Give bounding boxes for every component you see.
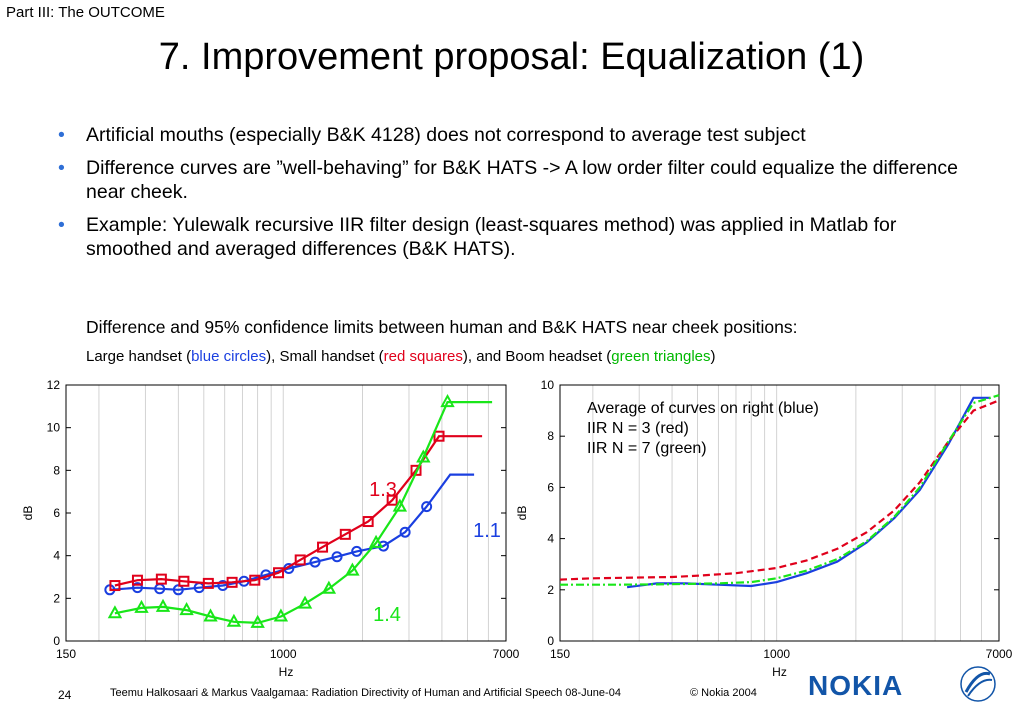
data-point-triangle — [392, 498, 408, 512]
nokia-logo: NOKIA — [808, 670, 904, 701]
y-tick-label: 2 — [53, 591, 60, 605]
legend-text: Average of curves on right (blue) — [587, 400, 819, 417]
data-point-square — [339, 528, 351, 540]
series-line-green — [114, 401, 493, 625]
data-point-square — [226, 576, 238, 588]
data-point-circle — [131, 582, 143, 594]
y-tick-label: 0 — [547, 634, 554, 648]
legend-text: IIR N = 7 (green) — [587, 440, 707, 457]
x-axis-label: Hz — [279, 665, 294, 679]
footer-copyright: © Nokia 2004 — [690, 687, 757, 699]
data-point-circle — [421, 501, 433, 513]
plot-frame — [559, 384, 1000, 642]
bullet-dot-icon: • — [58, 124, 65, 146]
y-tick-label: 12 — [47, 378, 61, 392]
data-point-square — [109, 580, 121, 592]
data-point-triangle — [134, 599, 149, 613]
data-point-circle — [309, 556, 321, 568]
data-point-square — [317, 541, 329, 553]
bullet-item: • Example: Yulewalk recursive IIR filter … — [58, 213, 978, 261]
data-point-triangle — [368, 534, 384, 548]
x-tick-label: 7000 — [493, 647, 520, 661]
bullet-dot-icon: • — [58, 157, 65, 179]
plot-frame — [65, 384, 507, 642]
data-point-triangle — [416, 449, 431, 463]
y-tick-label: 0 — [53, 634, 60, 648]
figure-subcaption: Large handset (blue circles), Small hand… — [86, 348, 716, 365]
y-tick-label: 10 — [541, 378, 555, 392]
y-tick-label: 4 — [53, 549, 60, 563]
y-axis-label: dB — [515, 506, 529, 521]
footer-authors: Teemu Halkosaari & Markus Vaalgamaa: Rad… — [110, 687, 621, 699]
data-point-triangle — [440, 393, 455, 408]
curve-annotation: 1.3 — [369, 479, 397, 501]
data-point-square — [155, 573, 167, 585]
data-point-circle — [331, 551, 343, 563]
caption-green-text: green triangles — [611, 348, 711, 365]
bullet-item: • Artificial mouths (especially B&K 4128)… — [58, 123, 978, 147]
data-point-square — [131, 574, 143, 586]
data-point-square — [178, 575, 190, 587]
bullet-text: Difference curves are ”well-behaving” fo… — [86, 157, 958, 203]
caption-text: ) — [710, 348, 716, 365]
caption-text: Large handset ( — [86, 348, 192, 365]
x-tick-label: 7000 — [986, 647, 1013, 661]
y-axis-label: dB — [21, 506, 35, 521]
nokia-emblem-icon — [960, 666, 996, 702]
x-axis-label: Hz — [772, 665, 787, 679]
data-point-square — [386, 494, 398, 506]
data-point-triangle — [297, 595, 313, 609]
data-point-square — [249, 574, 261, 586]
left-chart: 0 2 4 6 8 10 12 150 1000 7000 Hz dB 1.3 1.1 1.4 — [21, 378, 520, 679]
bullet-text: Artificial mouths (especially B&K 4128) … — [86, 124, 806, 146]
caption-red-text: red squares — [383, 348, 463, 365]
y-tick-label: 8 — [547, 429, 554, 443]
data-point-circle — [399, 526, 411, 538]
x-tick-label: 1000 — [270, 647, 297, 661]
data-point-triangle — [273, 608, 289, 622]
data-point-triangle — [203, 608, 218, 622]
figure-caption: Difference and 95% confidence limits bet… — [86, 317, 798, 337]
series-line-green — [560, 394, 1000, 586]
data-point-square — [202, 577, 214, 589]
bullet-list: • Artificial mouths (especially B&K 4128)… — [58, 123, 978, 270]
caption-text: ), and Boom headset ( — [462, 348, 612, 365]
y-tick-label: 6 — [547, 480, 554, 494]
data-point-square — [433, 430, 445, 442]
bullet-text: Example: Yulewalk recursive IIR filter d… — [86, 214, 897, 260]
data-point-triangle — [179, 601, 194, 616]
data-point-square — [294, 554, 306, 566]
data-point-triangle — [250, 614, 265, 628]
data-point-triangle — [155, 598, 171, 612]
x-tick-label: 1000 — [763, 647, 790, 661]
data-point-triangle — [226, 613, 242, 627]
x-tick-label: 150 — [56, 647, 76, 661]
data-point-triangle — [321, 580, 337, 594]
y-tick-label: 4 — [547, 532, 554, 546]
y-tick-label: 10 — [47, 421, 61, 435]
data-point-square — [273, 567, 285, 579]
bullet-dot-icon: • — [58, 214, 65, 236]
data-point-triangle — [107, 605, 123, 619]
data-point-circle — [351, 545, 363, 557]
series-line-blue — [109, 473, 475, 591]
curve-annotation: 1.4 — [373, 604, 401, 626]
slide-title: 7. Improvement proposal: Equalization (1… — [158, 36, 865, 78]
data-point-triangle — [345, 562, 360, 576]
bullet-item: • Difference curves are ”well-behaving” f… — [58, 156, 978, 204]
y-tick-label: 6 — [53, 506, 60, 520]
data-point-circle — [172, 584, 184, 596]
x-tick-label: 150 — [550, 647, 570, 661]
part-label: Part III: The OUTCOME — [6, 4, 165, 21]
y-tick-label: 8 — [53, 463, 60, 477]
y-tick-label: 2 — [547, 583, 554, 597]
curve-annotation: 1.1 — [473, 520, 501, 542]
right-chart: 0 2 4 6 8 10 150 1000 7000 Hz dB Average of curves … — [515, 378, 1013, 679]
caption-text: ), Small handset ( — [266, 348, 384, 365]
legend-text: IIR N = 3 (red) — [587, 420, 689, 437]
caption-blue-text: blue circles — [191, 348, 267, 365]
data-point-square — [362, 516, 374, 528]
page-number: 24 — [58, 688, 72, 702]
